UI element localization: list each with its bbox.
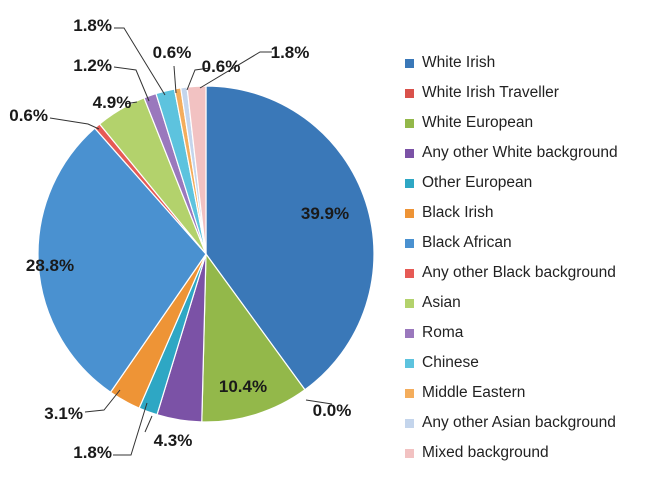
legend-item: Middle Eastern — [405, 378, 618, 408]
legend-item: Roma — [405, 318, 618, 348]
legend-swatch — [405, 298, 414, 308]
legend-label: Chinese — [422, 354, 479, 371]
legend-item: Any other Asian background — [405, 408, 618, 438]
legend-label: Any other Black background — [422, 264, 616, 281]
legend-item: Asian — [405, 288, 618, 318]
legend: White Irish White Irish Traveller White Eu… — [405, 48, 618, 468]
legend-swatch — [405, 118, 414, 128]
legend-label: Roma — [422, 324, 464, 341]
data-label: 28.8% — [26, 256, 74, 275]
legend-swatch — [405, 178, 414, 188]
leader-line — [113, 402, 148, 456]
legend-swatch — [405, 358, 414, 368]
data-label: 1.8% — [73, 443, 112, 462]
legend-label: White Irish Traveller — [422, 84, 559, 101]
legend-item: White Irish — [405, 48, 618, 78]
legend-item: White European — [405, 108, 618, 138]
leader-lines — [49, 27, 333, 456]
data-label: 10.4% — [219, 377, 267, 396]
data-label: 0.6% — [9, 106, 48, 125]
legend-item: Black Irish — [405, 198, 618, 228]
leader-line — [144, 415, 153, 433]
data-label: 1.8% — [73, 16, 112, 35]
pie-slice — [201, 252, 306, 423]
pie-slices — [37, 85, 375, 423]
leader-line — [173, 65, 177, 94]
legend-label: Any other White background — [422, 144, 618, 161]
legend-swatch — [405, 448, 414, 458]
pie-slice — [37, 127, 207, 394]
legend-label: White Irish — [422, 54, 496, 71]
data-label: 3.1% — [44, 404, 83, 423]
legend-item: Mixed background — [405, 438, 618, 468]
legend-label: Mixed background — [422, 444, 549, 461]
legend-item: Black African — [405, 228, 618, 258]
legend-item: Other European — [405, 168, 618, 198]
pie-slice — [205, 85, 375, 391]
leader-line — [305, 399, 333, 405]
legend-swatch — [405, 328, 414, 338]
legend-label: Middle Eastern — [422, 384, 526, 401]
legend-swatch — [405, 388, 414, 398]
leader-line — [114, 27, 166, 96]
leader-line — [199, 51, 272, 89]
legend-label: Asian — [422, 294, 461, 311]
legend-swatch — [405, 238, 414, 248]
legend-swatch — [405, 88, 414, 98]
data-label: 0.0% — [313, 401, 352, 420]
data-label: 1.2% — [73, 56, 112, 75]
data-label: 39.9% — [301, 204, 349, 223]
legend-label: White European — [422, 114, 534, 131]
data-label: 1.8% — [271, 43, 310, 62]
legend-item: Any other White background — [405, 138, 618, 168]
legend-swatch — [405, 268, 414, 278]
legend-label: Black African — [422, 234, 512, 251]
legend-swatch — [405, 148, 414, 158]
pie-slice — [186, 85, 207, 255]
legend-item: Any other Black background — [405, 258, 618, 288]
data-label: 4.9% — [93, 93, 132, 112]
leader-line — [113, 66, 150, 102]
leader-line — [124, 101, 138, 105]
legend-label: Black Irish — [422, 204, 494, 221]
leader-line — [186, 67, 211, 91]
data-label: 4.3% — [154, 431, 193, 450]
legend-item: White Irish Traveller — [405, 78, 618, 108]
legend-swatch — [405, 58, 414, 68]
legend-swatch — [405, 418, 414, 428]
data-labels: 39.9% 0.0% 10.4% 4.3% 1.8% 3.1% 28.8% 0.6% 4.9% 1… — [9, 16, 351, 462]
data-label: 0.6% — [202, 57, 241, 76]
legend-label: Other European — [422, 174, 533, 191]
leader-line — [84, 389, 121, 413]
leader-line — [49, 117, 100, 130]
legend-swatch — [405, 208, 414, 218]
legend-label: Any other Asian background — [422, 414, 616, 431]
data-label: 0.6% — [153, 43, 192, 62]
legend-item: Chinese — [405, 348, 618, 378]
